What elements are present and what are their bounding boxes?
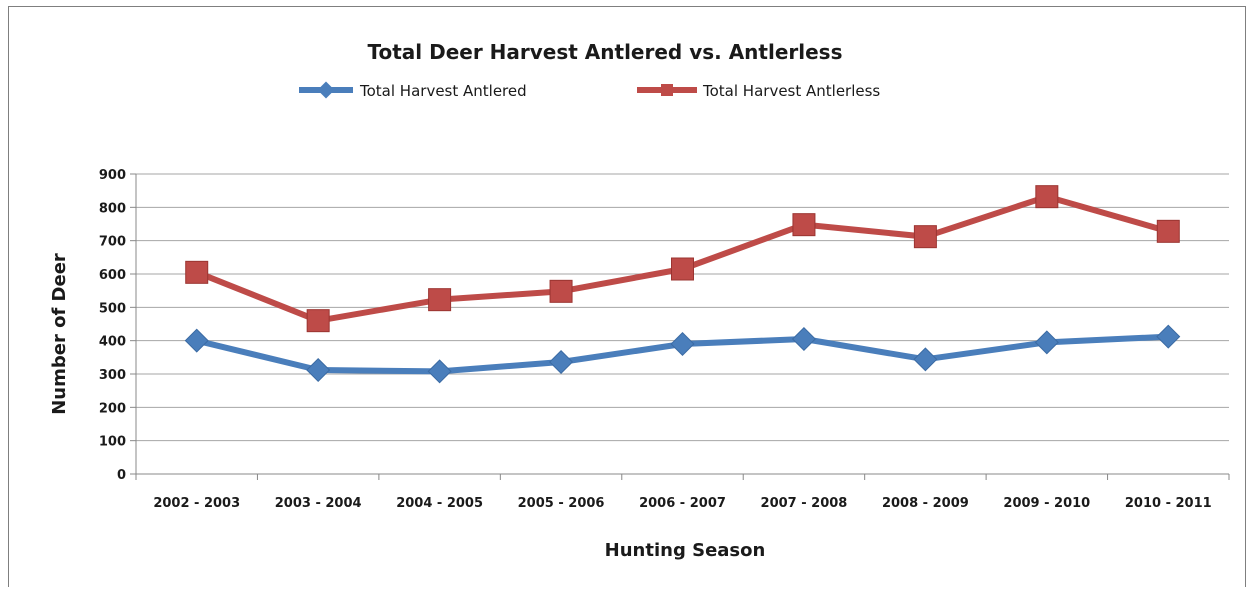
x-tick-label: 2008 - 2009 (882, 496, 969, 511)
data-point-total-harvest-antlered (1034, 330, 1059, 355)
data-point-total-harvest-antlerless (306, 309, 330, 333)
y-axis-ticks: 0 100 200 300 400 500 600 700 800 900 (99, 168, 126, 483)
legend-item-antlerless: Total Harvest Antlerless (637, 82, 880, 100)
x-tick-label: 2006 - 2007 (639, 496, 726, 511)
legend-item-antlered: Total Harvest Antlered (299, 81, 527, 100)
data-point-total-harvest-antlered (791, 326, 816, 352)
chart-frame: Total Deer Harvest Antlered vs. Antlerle… (8, 6, 1246, 587)
x-tick-label: 2003 - 2004 (275, 496, 362, 511)
data-point-total-harvest-antlerless (1156, 219, 1180, 243)
data-point-total-harvest-antlered (184, 328, 209, 353)
legend: Total Harvest Antlered Total Harvest Ant… (299, 81, 880, 100)
data-point-total-harvest-antlered (1156, 324, 1181, 349)
x-tick-label: 2007 - 2008 (761, 496, 848, 511)
y-tick-label: 0 (117, 468, 126, 483)
y-tick-label: 500 (99, 301, 126, 316)
x-tick-label: 2009 - 2010 (1003, 496, 1090, 511)
x-tick-label: 2002 - 2003 (153, 496, 240, 511)
data-point-total-harvest-antlered (306, 357, 331, 383)
data-point-total-harvest-antlerless (428, 288, 452, 312)
data-point-total-harvest-antlerless (792, 213, 816, 237)
data-point-total-harvest-antlerless (549, 279, 573, 303)
y-tick-label: 400 (99, 335, 126, 350)
series-layer (184, 185, 1181, 384)
x-axis-title: Hunting Season (605, 540, 766, 561)
y-tick-label: 200 (99, 401, 126, 416)
x-axis-ticks: 2002 - 2003 2003 - 2004 2004 - 2005 2005 - … (135, 474, 1230, 511)
x-tick-label: 2005 - 2006 (518, 496, 605, 511)
data-point-total-harvest-antlered (427, 359, 452, 384)
x-tick-label: 2010 - 2011 (1125, 496, 1212, 511)
legend-label-antlerless: Total Harvest Antlerless (702, 82, 880, 100)
y-tick-label: 700 (99, 235, 126, 250)
y-tick-label: 300 (99, 368, 126, 383)
data-point-total-harvest-antlerless (185, 260, 209, 284)
data-point-total-harvest-antlered (549, 349, 574, 375)
data-point-total-harvest-antlerless (671, 257, 694, 281)
gridlines (130, 173, 1229, 475)
x-tick-label: 2004 - 2005 (396, 496, 483, 511)
legend-label-antlered: Total Harvest Antlered (359, 82, 527, 100)
data-point-total-harvest-antlered (913, 347, 938, 372)
line-chart: Total Deer Harvest Antlered vs. Antlerle… (49, 40, 1230, 561)
y-tick-label: 600 (99, 268, 126, 283)
y-tick-label: 900 (99, 168, 126, 183)
y-axis-title: Number of Deer (49, 253, 70, 415)
data-point-total-harvest-antlerless (913, 225, 937, 249)
legend-marker-antlered (317, 81, 335, 99)
y-tick-label: 100 (99, 435, 126, 450)
y-tick-label: 800 (99, 201, 126, 216)
data-point-total-harvest-antlered (670, 331, 695, 357)
chart-title: Total Deer Harvest Antlered vs. Antlerle… (368, 40, 843, 64)
legend-marker-antlerless (661, 84, 673, 96)
data-point-total-harvest-antlerless (1035, 185, 1059, 209)
